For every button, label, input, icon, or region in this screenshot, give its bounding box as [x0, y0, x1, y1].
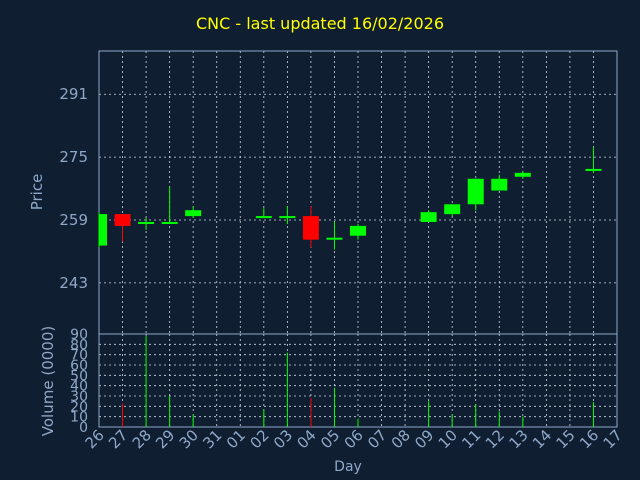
- candle-body: [514, 172, 531, 177]
- candle-body: [99, 214, 107, 246]
- candle-body: [585, 168, 602, 171]
- candle-body: [350, 225, 366, 236]
- price-y-tick-label: 291: [59, 85, 88, 103]
- candle-body: [326, 237, 343, 240]
- x-tick-labels: 2627282930310102030405060708091011121314…: [82, 426, 626, 452]
- candle-body: [161, 221, 178, 224]
- price-y-tick-labels: 243 259 275 291: [59, 85, 88, 292]
- x-tick-label: 15: [553, 426, 579, 452]
- x-tick-label: 08: [388, 426, 414, 452]
- x-tick-label: 11: [458, 426, 484, 452]
- x-tick-label: 14: [529, 426, 555, 452]
- volume-y-tick-label: 60: [70, 358, 88, 374]
- x-tick-label: 07: [364, 426, 390, 452]
- volume-y-tick-label: 50: [70, 368, 88, 384]
- candle-body: [138, 221, 155, 224]
- volume-bar-series: [122, 336, 594, 427]
- x-tick-label: 05: [317, 426, 343, 452]
- volume-y-tick-label: 30: [70, 389, 88, 405]
- candle-body: [302, 216, 319, 240]
- x-tick-label: 10: [435, 426, 461, 452]
- price-y-tick-label: 243: [59, 274, 88, 292]
- candle-body: [255, 216, 272, 219]
- x-tick-label: 03: [270, 426, 296, 452]
- x-tick-label: 01: [223, 426, 249, 452]
- x-axis-label: Day: [334, 459, 362, 475]
- candle-body: [467, 178, 484, 205]
- candle-body: [420, 212, 437, 222]
- x-tick-label: 28: [129, 426, 155, 452]
- price-grid: [98, 51, 618, 334]
- volume-y-tick-label: 80: [70, 337, 88, 353]
- volume-y-tick-label: 40: [70, 379, 88, 395]
- x-tick-label: 16: [576, 426, 602, 452]
- volume-y-tick-label: 10: [70, 410, 88, 426]
- x-tick-label: 02: [246, 426, 272, 452]
- x-tick-label: 04: [294, 426, 320, 452]
- chart-title: CNC - last updated 16/02/2026: [195, 14, 445, 33]
- x-tick-label: 31: [199, 426, 225, 452]
- x-tick-label: 13: [505, 426, 531, 452]
- volume-y-tick-label: 90: [70, 327, 88, 343]
- candle-body: [444, 204, 461, 215]
- price-axis-label: Price: [28, 174, 46, 211]
- volume-y-tick-label: 70: [70, 348, 88, 364]
- candle-body: [114, 214, 131, 226]
- x-tick-label: 09: [411, 426, 437, 452]
- x-tick-label: 30: [176, 426, 202, 452]
- volume-axis-label: Volume (0000): [39, 326, 57, 436]
- candle-body: [279, 216, 296, 219]
- volume-y-tick-label: 0: [79, 420, 88, 436]
- x-tick-label: 06: [341, 426, 367, 452]
- x-tick-label: 29: [152, 426, 178, 452]
- candle-body: [185, 210, 202, 217]
- x-tick-label: 17: [600, 426, 626, 452]
- price-y-tick-label: 275: [59, 148, 88, 166]
- x-tick-label: 27: [105, 426, 131, 452]
- price-y-tick-label: 259: [59, 211, 88, 229]
- x-tick-label: 12: [482, 426, 508, 452]
- volume-grid: [98, 333, 618, 428]
- candlestick-series: [98, 147, 602, 250]
- volume-y-tick-label: 20: [70, 399, 88, 415]
- candle-body: [491, 178, 508, 191]
